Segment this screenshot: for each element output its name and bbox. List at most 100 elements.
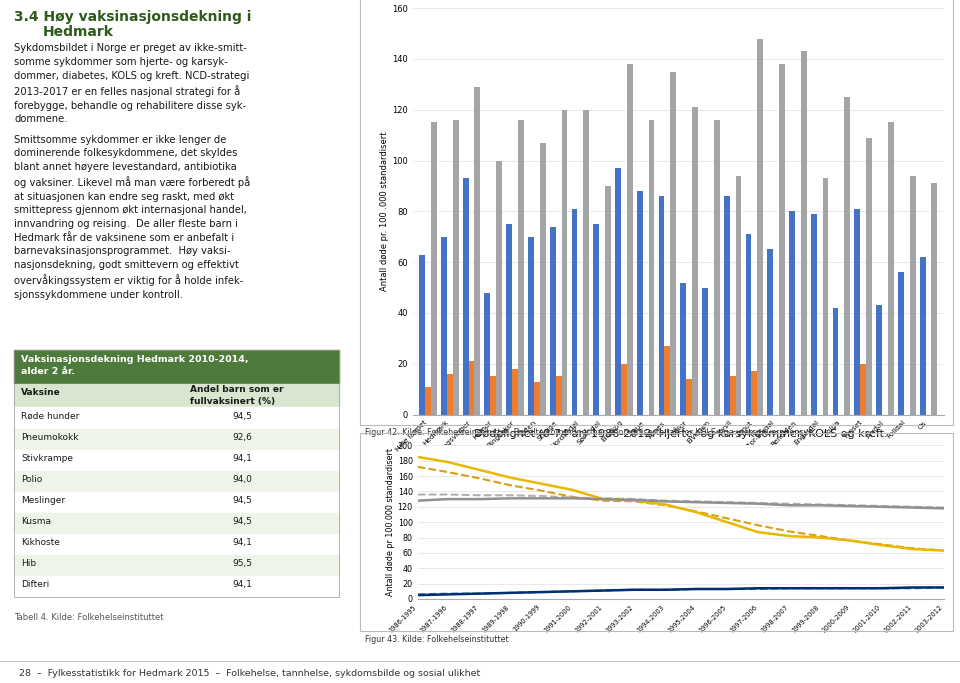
- Bar: [496, 161, 502, 415]
- Bar: [714, 120, 720, 415]
- Bar: [845, 97, 851, 415]
- Bar: [556, 376, 562, 415]
- Bar: [605, 186, 611, 415]
- Text: 28  –  Fylkesstatistikk for Hedmark 2015  –  Folkehelse, tannhelse, sykdomsbilde: 28 – Fylkesstatistikk for Hedmark 2015 –…: [19, 669, 480, 678]
- Bar: [14, 408, 339, 428]
- Bar: [468, 361, 474, 415]
- Bar: [780, 64, 785, 415]
- Text: Kusma: Kusma: [21, 517, 51, 527]
- Bar: [832, 308, 838, 415]
- Bar: [550, 227, 556, 415]
- Text: 94,1: 94,1: [232, 538, 252, 547]
- Bar: [518, 120, 524, 415]
- Text: 94,5: 94,5: [232, 412, 252, 421]
- Text: 92,6: 92,6: [232, 433, 252, 442]
- Text: 3.4 Høy vaksinasjonsdekning i: 3.4 Høy vaksinasjonsdekning i: [14, 10, 252, 24]
- Text: 94,1: 94,1: [232, 454, 252, 463]
- Text: Hedmark: Hedmark: [42, 25, 113, 39]
- Bar: [485, 292, 491, 415]
- Bar: [14, 385, 339, 408]
- Text: Smittsomme sykdommer er ikke lenger de
dominerende folkesykdommene, det skyldes
: Smittsomme sykdommer er ikke lenger de d…: [14, 135, 251, 300]
- Bar: [746, 234, 752, 415]
- Bar: [627, 64, 633, 415]
- Text: Meslinger: Meslinger: [21, 497, 65, 505]
- Bar: [636, 191, 642, 415]
- Text: alder 2 år.: alder 2 år.: [21, 367, 75, 376]
- Bar: [888, 122, 894, 415]
- Bar: [898, 273, 903, 415]
- Bar: [649, 120, 655, 415]
- Bar: [506, 224, 512, 415]
- Bar: [14, 471, 339, 492]
- Bar: [860, 364, 866, 415]
- Bar: [584, 110, 589, 415]
- Bar: [730, 376, 735, 415]
- Text: Figur 42. Kilde: Folkehelseinstituttet. Enkelte kommuner har anonymiserte tall f: Figur 42. Kilde: Folkehelseinstituttet. …: [365, 428, 816, 437]
- Title: Dødelighet (0-74 år) 1986-2012. Hjerte- og karsykdommer, KOLS og kreft.: Dødelighet (0-74 år) 1986-2012. Hjerte- …: [474, 427, 887, 439]
- Bar: [528, 237, 534, 415]
- Bar: [876, 305, 882, 415]
- Bar: [910, 176, 916, 415]
- Bar: [811, 214, 817, 415]
- Bar: [474, 87, 480, 415]
- Bar: [670, 72, 676, 415]
- Y-axis label: Antall døde pr. 100 .000 standardisert: Antall døde pr. 100 .000 standardisert: [380, 132, 390, 291]
- Bar: [659, 196, 664, 415]
- Bar: [801, 51, 806, 415]
- Text: Tabell 4. Kilde: Folkehelseinstituttet: Tabell 4. Kilde: Folkehelseinstituttet: [14, 613, 163, 622]
- Bar: [866, 138, 872, 415]
- Bar: [664, 346, 670, 415]
- Bar: [931, 184, 937, 415]
- Bar: [615, 168, 621, 415]
- Bar: [441, 237, 446, 415]
- Text: Stivkrampe: Stivkrampe: [21, 454, 73, 463]
- Bar: [752, 372, 757, 415]
- Bar: [431, 122, 437, 415]
- Bar: [14, 533, 339, 555]
- Bar: [14, 576, 339, 597]
- Bar: [463, 178, 468, 415]
- Y-axis label: Antall døde pr 100.000 standardisert: Antall døde pr 100.000 standardisert: [386, 448, 395, 596]
- Text: Polio: Polio: [21, 475, 42, 484]
- Bar: [702, 288, 708, 415]
- Text: Difteri: Difteri: [21, 581, 50, 589]
- Bar: [14, 449, 339, 471]
- Bar: [920, 257, 925, 415]
- Bar: [823, 178, 828, 415]
- Bar: [767, 249, 773, 415]
- Text: 95,5: 95,5: [232, 559, 252, 568]
- Bar: [621, 364, 627, 415]
- Bar: [14, 513, 339, 533]
- Text: Røde hunder: Røde hunder: [21, 412, 80, 421]
- Bar: [540, 143, 545, 415]
- Text: Vaksine: Vaksine: [21, 387, 60, 397]
- Bar: [512, 369, 518, 415]
- Bar: [491, 376, 496, 415]
- Text: 94,5: 94,5: [232, 517, 252, 527]
- Text: 94,0: 94,0: [232, 475, 252, 484]
- Bar: [571, 209, 577, 415]
- Bar: [686, 379, 692, 415]
- Text: 94,1: 94,1: [232, 581, 252, 589]
- Bar: [735, 176, 741, 415]
- Bar: [681, 283, 686, 415]
- Bar: [425, 387, 431, 415]
- Bar: [14, 350, 339, 597]
- Bar: [453, 120, 459, 415]
- Bar: [724, 196, 730, 415]
- Text: Hib: Hib: [21, 559, 36, 568]
- Text: Andel barn som er
fullvaksinert (%): Andel barn som er fullvaksinert (%): [190, 385, 283, 406]
- Text: Pneumokokk: Pneumokokk: [21, 433, 79, 442]
- Bar: [593, 224, 599, 415]
- Text: Vaksinasjonsdekning Hedmark 2010-2014,: Vaksinasjonsdekning Hedmark 2010-2014,: [21, 355, 249, 365]
- Bar: [854, 209, 860, 415]
- Bar: [420, 255, 425, 415]
- Bar: [14, 350, 339, 385]
- Bar: [14, 555, 339, 576]
- Text: Figur 43. Kilde: Folkehelseinstituttet: Figur 43. Kilde: Folkehelseinstituttet: [365, 635, 509, 643]
- Text: 94,5: 94,5: [232, 497, 252, 505]
- Bar: [757, 39, 763, 415]
- Text: Kikhoste: Kikhoste: [21, 538, 60, 547]
- Bar: [14, 428, 339, 449]
- Text: Sykdomsbildet i Norge er preget av ikke-smitt-
somme sykdommer som hjerte- og ka: Sykdomsbildet i Norge er preget av ikke-…: [14, 43, 250, 124]
